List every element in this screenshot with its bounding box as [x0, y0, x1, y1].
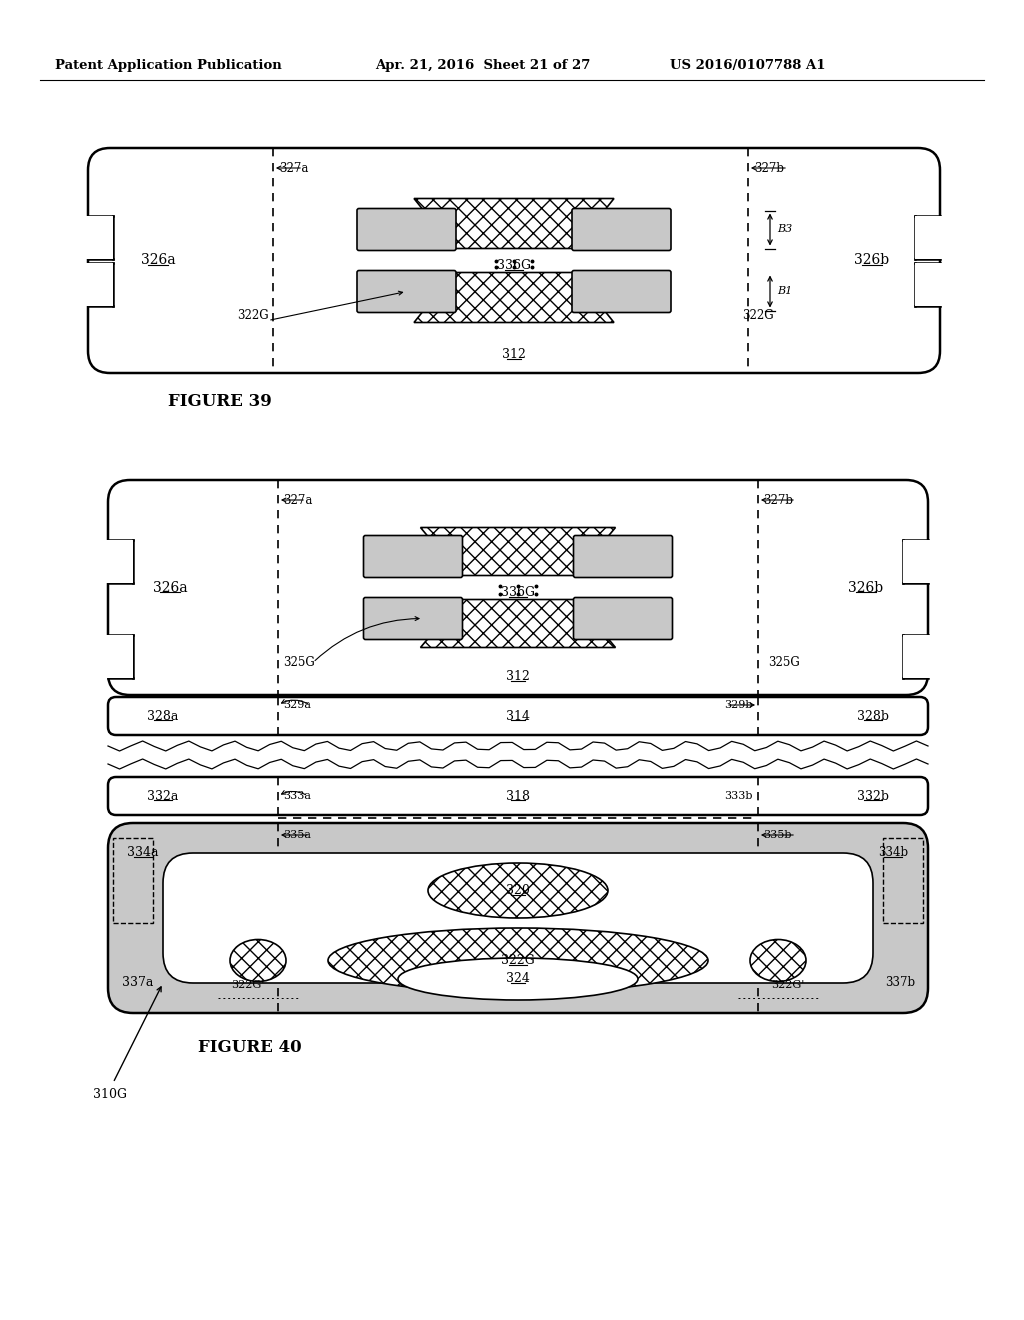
Text: 329a: 329a — [283, 700, 311, 710]
Text: 334a: 334a — [127, 846, 159, 859]
Text: 335a: 335a — [283, 830, 311, 840]
FancyBboxPatch shape — [108, 777, 928, 814]
Text: 310G: 310G — [93, 1088, 127, 1101]
FancyBboxPatch shape — [108, 480, 928, 696]
Text: 336G: 336G — [501, 586, 535, 599]
Text: 333b: 333b — [725, 791, 753, 801]
Ellipse shape — [750, 940, 806, 982]
FancyBboxPatch shape — [573, 598, 673, 639]
Text: 327a: 327a — [283, 494, 312, 507]
FancyBboxPatch shape — [163, 853, 873, 983]
FancyBboxPatch shape — [572, 271, 671, 313]
FancyBboxPatch shape — [572, 209, 671, 251]
Polygon shape — [414, 272, 614, 322]
Text: Patent Application Publication: Patent Application Publication — [55, 58, 282, 71]
Text: 326a: 326a — [140, 253, 175, 268]
Text: 312: 312 — [506, 671, 530, 684]
Text: 325G: 325G — [283, 656, 314, 669]
Text: 320: 320 — [506, 884, 530, 898]
FancyBboxPatch shape — [364, 536, 463, 578]
Text: 328a: 328a — [147, 710, 178, 722]
Text: 327b: 327b — [754, 161, 784, 174]
Text: 328b: 328b — [857, 710, 889, 722]
Text: 318: 318 — [506, 789, 530, 803]
Polygon shape — [421, 528, 615, 576]
Text: 332b: 332b — [857, 789, 889, 803]
Text: 314: 314 — [506, 710, 530, 722]
Text: 322G: 322G — [501, 954, 535, 968]
Text: 327a: 327a — [279, 161, 308, 174]
Bar — [86, 263, 113, 306]
Bar — [903, 540, 930, 583]
Bar — [113, 838, 153, 923]
FancyBboxPatch shape — [108, 822, 928, 1012]
Bar — [106, 540, 133, 583]
Bar — [915, 216, 942, 259]
Text: B3: B3 — [777, 224, 793, 235]
Text: 333a: 333a — [283, 791, 311, 801]
Text: 324: 324 — [506, 973, 530, 986]
Text: 322G': 322G' — [771, 981, 805, 990]
Text: Apr. 21, 2016  Sheet 21 of 27: Apr. 21, 2016 Sheet 21 of 27 — [375, 58, 591, 71]
Text: 325G: 325G — [768, 656, 800, 669]
Text: US 2016/0107788 A1: US 2016/0107788 A1 — [670, 58, 825, 71]
FancyBboxPatch shape — [357, 271, 456, 313]
Polygon shape — [421, 599, 615, 648]
FancyBboxPatch shape — [573, 536, 673, 578]
FancyBboxPatch shape — [108, 697, 928, 735]
Text: 322G: 322G — [238, 309, 269, 322]
Text: 337b: 337b — [885, 977, 915, 990]
Ellipse shape — [428, 863, 608, 917]
Text: 335b: 335b — [763, 830, 792, 840]
Text: 332a: 332a — [147, 789, 178, 803]
Ellipse shape — [230, 940, 286, 982]
Ellipse shape — [398, 958, 638, 1001]
Bar — [883, 838, 923, 923]
Text: 326b: 326b — [854, 253, 890, 268]
Text: 326b: 326b — [849, 581, 884, 594]
Bar — [106, 635, 133, 678]
Text: 337a: 337a — [122, 977, 154, 990]
Polygon shape — [414, 198, 614, 248]
Text: 312: 312 — [502, 348, 526, 362]
Text: 322G': 322G' — [231, 981, 264, 990]
FancyBboxPatch shape — [357, 209, 456, 251]
Bar — [86, 216, 113, 259]
Bar — [915, 263, 942, 306]
Text: FIGURE 40: FIGURE 40 — [198, 1040, 302, 1056]
Ellipse shape — [328, 928, 708, 993]
Bar — [903, 635, 930, 678]
Text: 329b: 329b — [725, 700, 753, 710]
Text: 326a: 326a — [153, 581, 187, 594]
Text: FIGURE 39: FIGURE 39 — [168, 392, 271, 409]
Text: B1: B1 — [777, 286, 793, 297]
Text: 334b: 334b — [878, 846, 908, 859]
Text: 322G: 322G — [742, 309, 774, 322]
Text: 336G: 336G — [497, 259, 531, 272]
FancyBboxPatch shape — [88, 148, 940, 374]
FancyBboxPatch shape — [364, 598, 463, 639]
Text: 327b: 327b — [763, 494, 793, 507]
